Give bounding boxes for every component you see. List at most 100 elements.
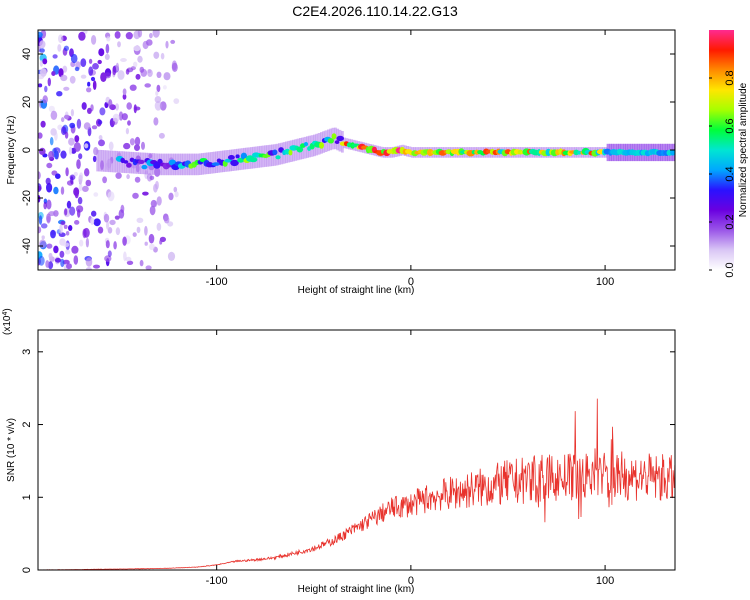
heatmap-noise-blob (49, 137, 54, 146)
heatmap-noise-blob (52, 54, 58, 59)
heatmap-noise-blob (122, 88, 127, 96)
heatmap-halo-cell (98, 149, 102, 172)
heatmap-noise-blob (163, 72, 171, 81)
heatmap-noise-blob (125, 256, 132, 262)
heatmap-noise-blob (91, 125, 98, 130)
heatmap-noise-blob (105, 43, 110, 54)
y-tick-label: 0 (21, 567, 33, 573)
heatmap-noise-blob (48, 105, 55, 113)
heatmap-ridge-blob (240, 152, 247, 160)
heatmap-noise-blob (114, 215, 120, 220)
heatmap-noise-blob (91, 35, 97, 45)
heatmap-noise-blob (115, 62, 119, 72)
heatmap-noise-blob (55, 173, 61, 179)
heatmap-noise-blob (62, 65, 68, 73)
heatmap-noise-blob (122, 236, 127, 246)
heatmap-noise-blob (51, 71, 56, 76)
heatmap-halo-cell (100, 150, 104, 172)
heatmap-noise-blob (85, 267, 92, 270)
heatmap-noise-blob (145, 265, 152, 270)
heatmap-noise-blob (65, 231, 70, 236)
heatmap-noise-blob (66, 180, 74, 186)
snr-xlabel: Height of straight line (km) (298, 584, 415, 595)
heatmap-noise-blob (59, 250, 65, 258)
heatmap-noise-blob (54, 150, 59, 160)
heatmap-noise-blob (165, 40, 169, 49)
x-tick-label: 100 (596, 276, 614, 288)
heatmap-noise-blob (160, 52, 165, 60)
heatmap-ridge-blob (336, 135, 345, 142)
heatmap-noise-blob (42, 58, 48, 65)
heatmap-noise-blob (144, 83, 151, 88)
heatmap-halo-cell (201, 153, 204, 175)
heatmap-noise-blob (134, 136, 141, 146)
heatmap-noise-blob (173, 98, 180, 104)
heatmap-noise-blob (92, 80, 97, 90)
heatmap-ridge-blob (168, 159, 177, 166)
heatmap-noise-blob (57, 44, 62, 52)
heatmap-noise-blob (107, 250, 112, 257)
snr-series-line (38, 398, 675, 570)
heatmap-noise-blob (63, 86, 70, 91)
heatmap-noise-blob (73, 142, 81, 152)
heatmap-noise-blob (123, 142, 131, 150)
heatmap-noise-blob (38, 226, 42, 234)
heatmap-ridge-blob (211, 162, 221, 166)
heatmap-noise-blob (48, 150, 55, 160)
heatmap-noise-blob (62, 259, 70, 265)
heatmap-noise-blob (149, 205, 156, 216)
heatmap-noise-blob (42, 95, 48, 104)
heatmap-noise-blob (44, 85, 48, 93)
heatmap-noise-blob (40, 68, 47, 77)
heatmap-noise-blob (142, 191, 149, 196)
snr-ylabel: SNR (10 * v/v) (6, 418, 17, 482)
heatmap-noise-blob (85, 237, 89, 248)
colorbar: 0.0 0.2 0.4 0.6 0.8 Normalized spectral ampl… (709, 30, 749, 278)
spectrogram-ticks: -100 0 100 -40 -20 0 20 40 (21, 30, 675, 288)
heatmap-noise-blob (167, 251, 176, 261)
spectrogram-panel: -100 0 100 -40 -20 0 20 40 Height of straight l… (6, 29, 676, 296)
heatmap-noise-blob (46, 243, 53, 249)
heatmap-halo-cell (105, 150, 109, 172)
heatmap-ridge-blob (123, 160, 129, 164)
heatmap-noise-blob (64, 131, 69, 139)
heatmap-noise-blob (38, 31, 43, 38)
heatmap-noise-blob (134, 176, 141, 183)
heatmap-noise-blob (63, 114, 70, 120)
heatmap-noise-blob (84, 168, 90, 177)
heatmap-halo-cell (278, 143, 281, 165)
heatmap-noise-blob (120, 58, 127, 62)
snr-background (38, 330, 675, 570)
heatmap-noise-blob (153, 51, 160, 59)
heatmap-noise-blob (153, 117, 159, 126)
heatmap-noise-blob (93, 218, 101, 227)
snr-ticks: -100 0 100 0 1 2 3 (21, 330, 675, 587)
heatmap-noise-blob (90, 76, 96, 82)
heatmap-halo-cell (306, 136, 309, 158)
heatmap-noise-blob (60, 74, 68, 82)
heatmap-noise-blob (78, 153, 83, 160)
heatmap-ridge-blob (303, 142, 309, 147)
heatmap-noise-blob (148, 243, 155, 251)
colorbar-ticks: 0.0 0.2 0.4 0.6 0.8 (709, 70, 736, 278)
heatmap-noise-blob (82, 185, 89, 192)
heatmap-noise-blob (83, 122, 91, 130)
heatmap-ridge-blob (288, 149, 293, 156)
heatmap-noise-blob (115, 227, 121, 236)
heatmap-ridge-blob (230, 159, 239, 167)
heatmap-noise-blob (144, 225, 148, 236)
heatmap-ridge-blob (235, 154, 240, 159)
heatmap-noise-blob (46, 199, 52, 210)
heatmap-noise-blob (164, 216, 170, 224)
heatmap-noise-blob (48, 252, 53, 260)
heatmap-halo-cell (110, 150, 113, 173)
heatmap-noise-blob (156, 196, 162, 206)
heatmap-noise-blob (93, 192, 99, 197)
y-tick-label: 2 (21, 421, 33, 427)
colorbar-tick-label: 0.6 (724, 118, 736, 133)
y-tick-label: 40 (21, 48, 33, 60)
heatmap-noise-blob (85, 257, 93, 267)
heatmap-noise-blob (117, 70, 125, 80)
heatmap-noise-blob (155, 90, 159, 96)
